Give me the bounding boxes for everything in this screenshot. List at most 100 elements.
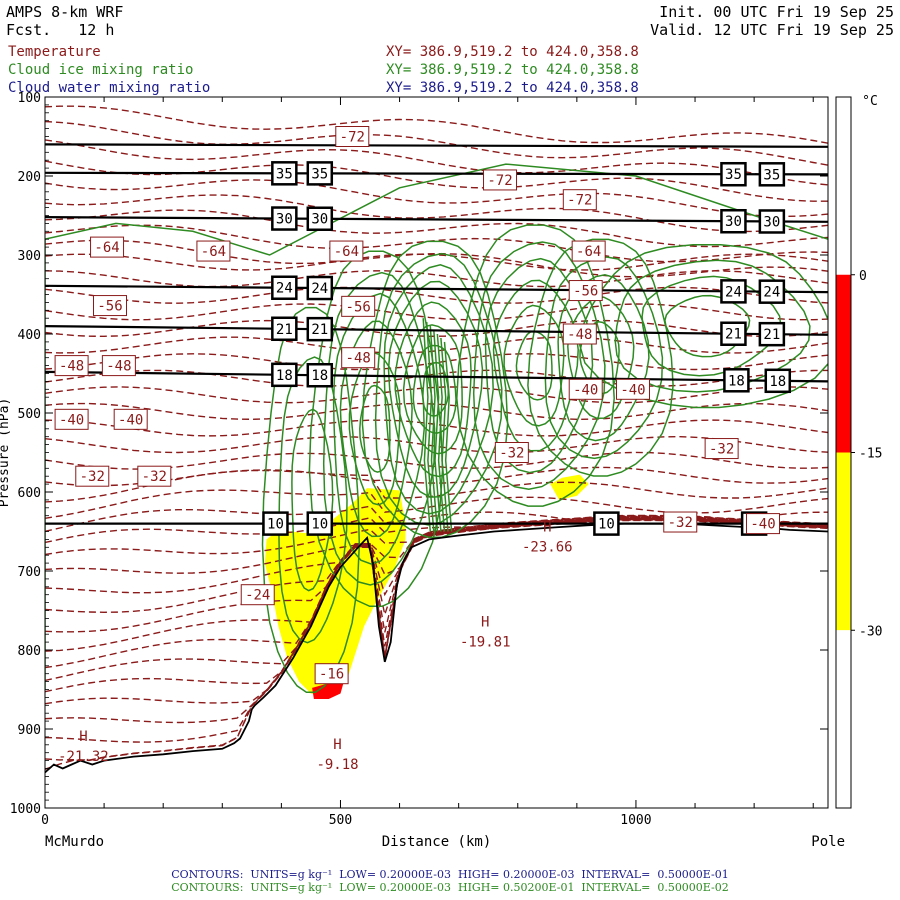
- cloud-ice-contour: [322, 271, 436, 586]
- field-xy-temperature: XY= 386.9,519.2 to 424.0,358.8: [386, 44, 639, 60]
- y-tick-label: 1000: [10, 802, 41, 817]
- temperature-label: -48: [567, 327, 592, 343]
- pressure-label-box: [720, 208, 747, 234]
- pressure-label: 24: [311, 281, 328, 297]
- pressure-label-box: [306, 511, 334, 536]
- temperature-label-box: [745, 513, 780, 535]
- isotherm-line: [45, 519, 828, 770]
- pressure-line-21: [45, 325, 828, 336]
- temperature-label-box: [494, 442, 529, 463]
- plot-background: [45, 97, 828, 808]
- colorbar-band: [836, 97, 851, 275]
- valid-time: Valid. 12 UTC Fri 19 Sep 25: [650, 21, 894, 39]
- isotherm-line: [45, 303, 828, 321]
- cloud-ice-contour: [394, 301, 472, 478]
- pressure-lines: [45, 143, 828, 525]
- cloud-ice-contour: [456, 224, 615, 507]
- y-tick-label: 800: [18, 644, 41, 659]
- temperature-label: -48: [346, 351, 371, 367]
- pressure-label: 30: [763, 214, 780, 230]
- colorbar-band: [836, 630, 851, 808]
- pressure-label-box: [720, 161, 747, 187]
- x-endpoint-right: Pole: [811, 834, 845, 850]
- temperature-label-box: [240, 584, 275, 606]
- colorbar-tick-label: -30: [859, 624, 882, 639]
- field-name-cloud-ice: Cloud ice mixing ratio: [8, 62, 194, 78]
- temperature-label-box: [663, 511, 698, 533]
- temperature-label-box: [93, 295, 128, 317]
- y-axis-label: Pressure (hPa): [0, 398, 12, 508]
- extremum-value: -23.66: [522, 540, 573, 556]
- pressure-label-box: [271, 362, 298, 388]
- cloud-ice-contour: [567, 296, 635, 420]
- shading-region-yellow: [550, 474, 589, 500]
- extremum-marker: H: [333, 737, 341, 753]
- pressure-label-box: [306, 206, 334, 231]
- cloud-ice-contour: [557, 274, 650, 442]
- pressure-label: 21: [276, 322, 293, 338]
- cloud-ice-contour: [515, 330, 553, 401]
- pressure-label: 35: [763, 167, 780, 183]
- temperature-label-box: [137, 465, 172, 487]
- temperature-label: -72: [487, 173, 512, 189]
- cloud-ice-contour: [332, 292, 425, 565]
- isotherm-line: [45, 139, 828, 186]
- temperature-label: -40: [750, 517, 775, 533]
- temperature-label-box: [54, 408, 89, 430]
- pressure-label-box: [271, 316, 298, 342]
- cloud-ice-contour: [402, 324, 463, 455]
- pressure-label: 35: [725, 167, 742, 183]
- y-tick-label: 400: [18, 328, 41, 343]
- y-tick-label: 100: [18, 91, 41, 106]
- extremum-marker: H: [543, 520, 551, 536]
- pressure-label-box: [764, 368, 792, 394]
- pressure-label: 10: [598, 517, 615, 533]
- pressure-line-18: [45, 370, 828, 383]
- y-tick-label: 300: [18, 249, 41, 264]
- pressure-label-box: [306, 362, 334, 388]
- pressure-label: 35: [276, 166, 293, 182]
- pressure-label: 21: [311, 322, 328, 338]
- temperature-label: -32: [80, 469, 105, 485]
- y-tick-label: 200: [18, 170, 41, 185]
- temperature-label-box: [615, 378, 650, 400]
- pressure-line-24: [45, 284, 828, 294]
- isotherm-line: [45, 451, 828, 470]
- pressure-label-box: [262, 511, 289, 536]
- y-tick-label: 500: [18, 407, 41, 422]
- cloud-ice-contour: [291, 408, 334, 592]
- temperature-label: -16: [319, 667, 344, 683]
- temperature-label-box: [571, 240, 606, 262]
- colorbar: °C 0 -15 -30: [835, 94, 882, 809]
- x-tick-label: 500: [329, 813, 352, 828]
- pressure-label-box: [271, 275, 298, 300]
- extremum-marker: H: [79, 729, 87, 745]
- temperature-label: -24: [245, 588, 270, 604]
- cloud-ice-contour: [443, 341, 453, 532]
- temperature-label: -40: [59, 412, 84, 428]
- pressure-label: 18: [276, 368, 293, 384]
- pressure-label-box: [306, 275, 334, 301]
- forecast-hour: Fcst. 12 h: [6, 21, 115, 39]
- temperature-label: -64: [334, 244, 359, 260]
- temperature-label-box: [329, 240, 364, 262]
- pressure-label: 18: [769, 374, 786, 390]
- temperature-label-box: [341, 295, 376, 317]
- temperature-label-box: [568, 280, 603, 302]
- isotherm-line: [45, 120, 828, 166]
- temperature-label-box: [54, 355, 89, 377]
- cloud-ice-contour: [429, 326, 439, 532]
- footer-contours-ice: CONTOURS: UNITS=g kg⁻¹ LOW= 0.20000E-03 …: [171, 881, 729, 894]
- pressure-label: 18: [311, 368, 328, 384]
- temperature-label: -56: [573, 284, 598, 300]
- cloud-ice-contour: [579, 321, 620, 395]
- temperature-label: -32: [142, 469, 167, 485]
- pressure-label-box: [758, 321, 786, 347]
- temperature-label: -56: [97, 299, 122, 315]
- temperature-label: -40: [620, 382, 645, 398]
- colorbar-tick-label: 0: [859, 269, 867, 284]
- cloud-ice-contours: [45, 163, 828, 693]
- pressure-label: 24: [276, 281, 293, 297]
